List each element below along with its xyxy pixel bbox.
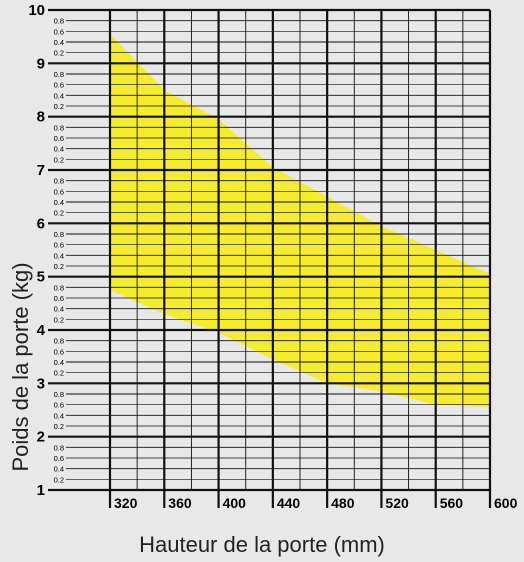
- y-minor-tick-label: 0.2: [54, 369, 64, 378]
- y-minor-tick-label: 0.2: [54, 422, 64, 431]
- y-minor-tick-label: 0.8: [54, 17, 64, 26]
- x-tick-label: 600: [494, 495, 518, 511]
- y-major-tick-label: 5: [37, 269, 45, 286]
- y-major-tick-label: 6: [37, 215, 45, 232]
- y-minor-tick-label: 0.4: [54, 251, 64, 260]
- y-minor-tick-label: 0.4: [54, 305, 64, 314]
- y-major-tick-label: 7: [37, 162, 45, 179]
- y-minor-tick-label: 0.6: [54, 294, 64, 303]
- x-tick-label: 440: [277, 495, 301, 511]
- y-minor-tick-label: 0.4: [54, 411, 64, 420]
- y-minor-tick-label: 0.6: [54, 27, 64, 36]
- y-minor-tick-label: 0.8: [54, 177, 64, 186]
- y-minor-tick-label: 0.4: [54, 198, 64, 207]
- y-minor-tick-label: 0.2: [54, 262, 64, 271]
- y-major-tick-label: 10: [28, 2, 45, 19]
- y-minor-tick-label: 0.4: [54, 465, 64, 474]
- y-minor-tick-label: 0.6: [54, 241, 64, 250]
- y-minor-tick-label: 0.2: [54, 475, 64, 484]
- y-minor-tick-label: 0.6: [54, 401, 64, 410]
- y-minor-tick-label: 0.4: [54, 91, 64, 100]
- y-minor-tick-label: 0.2: [54, 102, 64, 111]
- y-minor-tick-label: 0.8: [54, 443, 64, 452]
- x-tick-label: 400: [223, 495, 247, 511]
- y-minor-tick-label: 0.2: [54, 315, 64, 324]
- y-minor-tick-label: 0.8: [54, 337, 64, 346]
- y-minor-tick-label: 0.8: [54, 390, 64, 399]
- y-major-tick-label: 1: [37, 482, 45, 499]
- y-minor-tick-label: 0.4: [54, 358, 64, 367]
- y-minor-tick-label: 0.2: [54, 49, 64, 58]
- y-axis-title: Poids de la porte (kg): [8, 262, 33, 471]
- y-minor-tick-label: 0.6: [54, 187, 64, 196]
- y-tick-labels: 0.20.40.60.80.20.40.60.80.20.40.60.80.20…: [28, 2, 64, 499]
- y-minor-tick-label: 0.6: [54, 454, 64, 463]
- y-minor-tick-label: 0.8: [54, 230, 64, 239]
- x-tick-label: 320: [114, 495, 138, 511]
- y-minor-tick-label: 0.6: [54, 81, 64, 90]
- x-tick-label: 480: [331, 495, 355, 511]
- y-major-tick-label: 8: [37, 109, 45, 126]
- y-major-tick-label: 9: [37, 55, 45, 72]
- y-minor-tick-label: 0.4: [54, 145, 64, 154]
- x-tick-labels: 320 360 400 440 480 520 560 600: [114, 495, 518, 511]
- y-minor-tick-label: 0.8: [54, 283, 64, 292]
- x-tick-label: 360: [168, 495, 192, 511]
- y-major-tick-label: 3: [37, 375, 45, 392]
- y-minor-tick-label: 0.8: [54, 123, 64, 132]
- y-minor-tick-label: 0.6: [54, 134, 64, 143]
- x-axis-title: Hauteur de la porte (mm): [139, 532, 385, 557]
- minor-grid: [66, 20, 490, 480]
- y-major-tick-label: 2: [37, 429, 45, 446]
- y-major-tick-label: 4: [37, 322, 46, 339]
- y-minor-tick-label: 0.6: [54, 347, 64, 356]
- vertical-grid: [108, 10, 492, 508]
- y-minor-tick-label: 0.4: [54, 38, 64, 47]
- x-tick-label: 520: [385, 495, 409, 511]
- major-grid: [48, 8, 490, 492]
- y-minor-tick-label: 0.8: [54, 70, 64, 79]
- y-minor-tick-label: 0.2: [54, 209, 64, 218]
- x-tick-label: 560: [440, 495, 464, 511]
- y-minor-tick-label: 0.2: [54, 155, 64, 164]
